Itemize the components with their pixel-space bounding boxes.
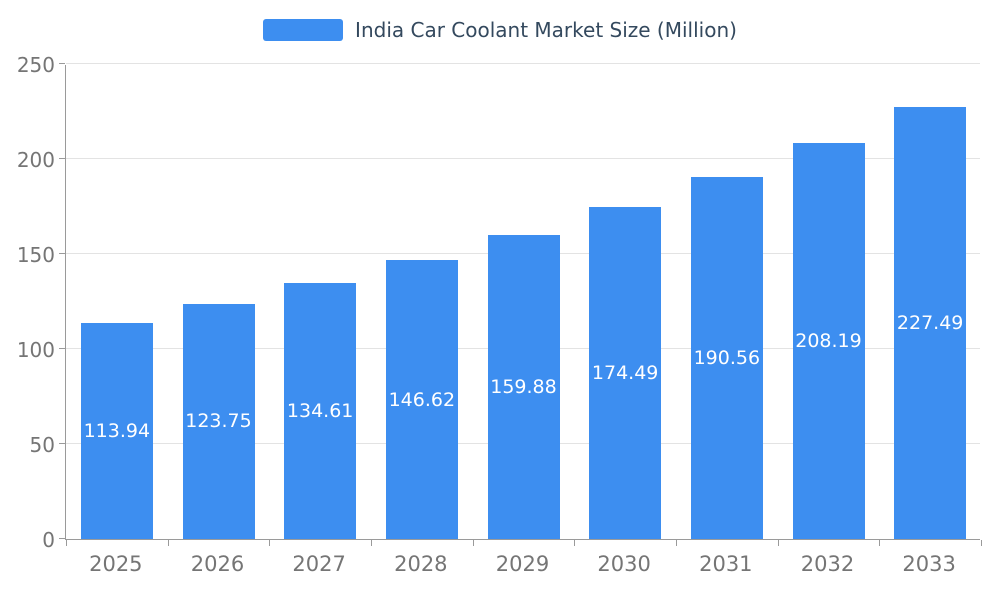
x-tick-mark bbox=[777, 540, 779, 546]
bar-value-label: 208.19 bbox=[795, 330, 862, 353]
x-axis-tick-label: 2026 bbox=[190, 552, 245, 576]
x-axis-tick-label: 2033 bbox=[902, 552, 956, 576]
y-tick-mark bbox=[59, 63, 65, 64]
bar-value-label: 174.49 bbox=[591, 362, 659, 385]
y-axis-tick-label: 50 bbox=[29, 433, 55, 457]
y-tick-mark bbox=[59, 253, 65, 254]
bar-2033[interactable]: 227.49 bbox=[894, 106, 967, 539]
y-tick-mark bbox=[59, 348, 65, 349]
x-tick-mark bbox=[167, 540, 169, 546]
bar-2027[interactable]: 134.61 bbox=[284, 283, 357, 539]
bar-value-label: 113.94 bbox=[83, 419, 151, 442]
legend[interactable]: India Car Coolant Market Size (Million) bbox=[0, 18, 1000, 42]
y-axis-tick-label: 200 bbox=[16, 148, 55, 172]
x-axis-tick-label: 2027 bbox=[292, 552, 346, 576]
x-tick-mark bbox=[574, 540, 576, 546]
plot-area: 113.94 123.75 134.61 146.62 159.88 174.49 190.… bbox=[59, 63, 982, 546]
x-tick-mark bbox=[66, 540, 67, 546]
bar-2028[interactable]: 146.62 bbox=[385, 260, 458, 539]
x-tick-mark bbox=[981, 540, 982, 546]
x-tick-mark bbox=[371, 540, 372, 546]
bar-2026[interactable]: 123.75 bbox=[182, 303, 255, 539]
y-tick-mark bbox=[59, 443, 65, 444]
x-axis-tick-label: 2031 bbox=[699, 552, 753, 576]
legend-swatch-icon bbox=[263, 19, 344, 41]
bar-2030[interactable]: 174.49 bbox=[589, 207, 662, 539]
y-axis-tick-label: 150 bbox=[16, 243, 55, 267]
y-axis-tick-label: 0 bbox=[42, 528, 55, 552]
x-axis-tick-label: 2028 bbox=[394, 552, 448, 576]
y-axis: 0 50 100 150 200 250 bbox=[0, 53, 55, 552]
bar-2031[interactable]: 190.56 bbox=[690, 176, 763, 539]
gridline bbox=[66, 63, 980, 64]
bar-value-label: 190.56 bbox=[693, 346, 761, 369]
x-axis-tick-label: 2030 bbox=[597, 552, 651, 576]
bar-value-label: 146.62 bbox=[388, 388, 456, 411]
bar-2032[interactable]: 208.19 bbox=[792, 143, 865, 539]
y-axis-tick-label: 250 bbox=[16, 53, 55, 77]
x-axis-tick-label: 2029 bbox=[495, 552, 550, 576]
legend-label: India Car Coolant Market Size (Million) bbox=[355, 18, 737, 42]
bar-value-label: 227.49 bbox=[896, 311, 964, 334]
bar-2029[interactable]: 159.88 bbox=[487, 235, 560, 539]
x-tick-mark bbox=[472, 540, 474, 546]
x-axis-tick-label: 2032 bbox=[800, 552, 855, 576]
x-axis: 2025 2026 2027 2028 2029 2030 2031 2032 2033 bbox=[65, 552, 980, 582]
y-tick-mark bbox=[59, 538, 65, 539]
x-axis-tick-label: 2025 bbox=[89, 552, 143, 576]
x-tick-mark bbox=[676, 540, 677, 546]
gridline bbox=[66, 158, 980, 159]
bar-value-label: 123.75 bbox=[185, 410, 252, 433]
x-tick-mark bbox=[269, 540, 271, 546]
x-tick-mark bbox=[879, 540, 881, 546]
y-tick-mark bbox=[59, 158, 65, 159]
bar-value-label: 134.61 bbox=[286, 400, 354, 423]
bar-2025[interactable]: 113.94 bbox=[80, 322, 153, 539]
bar-value-label: 159.88 bbox=[490, 376, 557, 399]
y-axis-tick-label: 100 bbox=[16, 338, 55, 362]
